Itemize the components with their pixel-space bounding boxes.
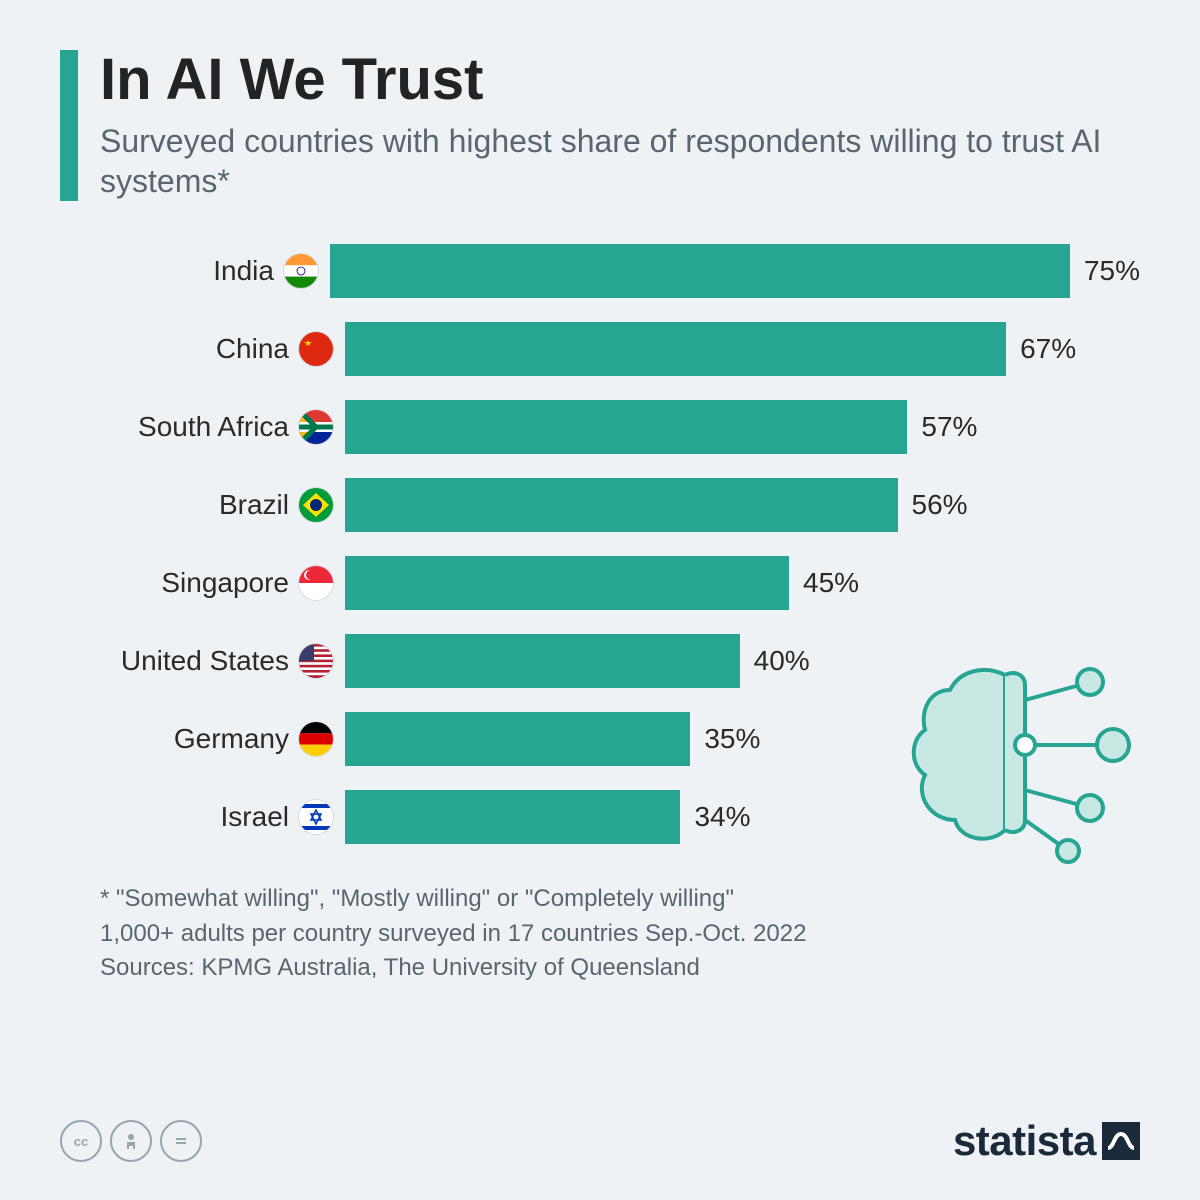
bar-value: 45%: [803, 567, 859, 599]
flag-germany-icon: [299, 722, 333, 756]
cc-license-icons: cc: [60, 1120, 202, 1162]
chart-row: China 67%: [100, 314, 1140, 384]
accent-bar: [60, 50, 78, 201]
bar-value: 75%: [1084, 255, 1140, 287]
header: In AI We Trust Surveyed countries with h…: [60, 50, 1140, 201]
label-col: Brazil: [100, 488, 345, 522]
flag-usa-icon: [299, 644, 333, 678]
title-block: In AI We Trust Surveyed countries with h…: [100, 50, 1140, 201]
bar: [345, 634, 740, 688]
bar-value: 34%: [694, 801, 750, 833]
cc-icon: cc: [60, 1120, 102, 1162]
flag-india-icon: [284, 254, 318, 288]
flag-israel-icon: [299, 800, 333, 834]
cc-by-icon: [110, 1120, 152, 1162]
country-label: India: [213, 255, 274, 287]
footnote-survey: 1,000+ adults per country surveyed in 17…: [100, 917, 1140, 952]
bar-value: 57%: [921, 411, 977, 443]
bar: [345, 322, 1006, 376]
bar-col: 56%: [345, 478, 1140, 532]
bar-value: 56%: [912, 489, 968, 521]
bar-col: 75%: [330, 244, 1140, 298]
chart-row: Singapore 45%: [100, 548, 1140, 618]
logo-text: statista: [953, 1117, 1096, 1165]
label-col: South Africa: [100, 410, 345, 444]
bar: [345, 790, 680, 844]
cc-nd-icon: [160, 1120, 202, 1162]
label-col: Singapore: [100, 566, 345, 600]
flag-singapore-icon: [299, 566, 333, 600]
flag-brazil-icon: [299, 488, 333, 522]
country-label: South Africa: [138, 411, 289, 443]
country-label: Singapore: [161, 567, 289, 599]
bottom-bar: cc statista: [60, 1117, 1140, 1165]
chart-row: South Africa 57%: [100, 392, 1140, 462]
bar-col: 67%: [345, 322, 1140, 376]
bar: [330, 244, 1070, 298]
bar: [345, 400, 907, 454]
country-label: United States: [121, 645, 289, 677]
statista-logo: statista: [953, 1117, 1140, 1165]
bar: [345, 478, 898, 532]
bar-value: 67%: [1020, 333, 1076, 365]
logo-mark-icon: [1102, 1122, 1140, 1160]
footnotes: * "Somewhat willing", "Mostly willing" o…: [100, 882, 1140, 986]
country-label: Germany: [174, 723, 289, 755]
flag-china-icon: [299, 332, 333, 366]
label-col: India: [100, 254, 330, 288]
country-label: Brazil: [219, 489, 289, 521]
svg-text:cc: cc: [74, 1134, 88, 1149]
sources-line: Sources: KPMG Australia, The University …: [100, 951, 1140, 986]
label-col: Germany: [100, 722, 345, 756]
chart-row: Brazil 56%: [100, 470, 1140, 540]
chart-row: India 75%: [100, 236, 1140, 306]
chart-subtitle: Surveyed countries with highest share of…: [100, 121, 1140, 201]
bar-col: 57%: [345, 400, 1140, 454]
label-col: Israel: [100, 800, 345, 834]
label-col: United States: [100, 644, 345, 678]
bar-col: 45%: [345, 556, 1140, 610]
flag-south-africa-icon: [299, 410, 333, 444]
bar: [345, 712, 690, 766]
bar-value: 35%: [704, 723, 760, 755]
bar-value: 40%: [754, 645, 810, 677]
label-col: China: [100, 332, 345, 366]
country-label: China: [216, 333, 289, 365]
chart-title: In AI We Trust: [100, 50, 1140, 111]
bar: [345, 556, 789, 610]
brain-ai-icon: [905, 645, 1135, 875]
country-label: Israel: [221, 801, 289, 833]
footnote-definition: * "Somewhat willing", "Mostly willing" o…: [100, 882, 1140, 917]
